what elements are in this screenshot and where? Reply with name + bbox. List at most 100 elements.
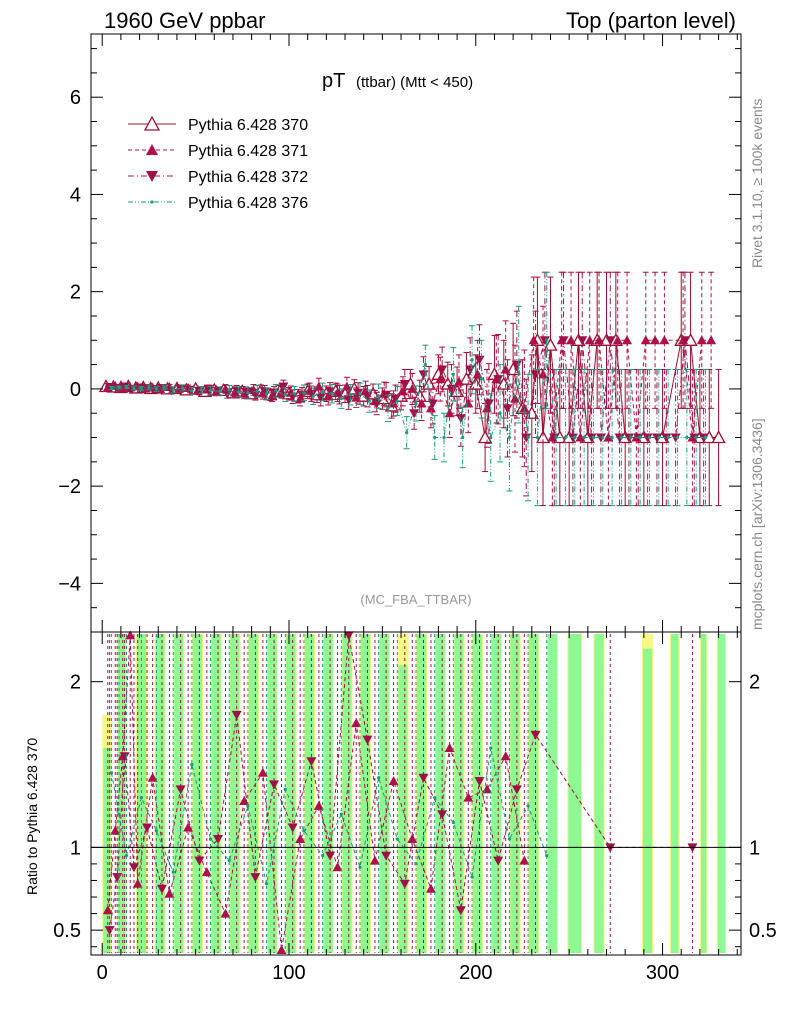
data-marker [489, 435, 493, 440]
ratio-y-tick-label: 2 [70, 672, 81, 694]
data-marker [104, 382, 115, 392]
data-marker [657, 435, 661, 440]
data-marker [507, 435, 511, 440]
data-marker [341, 381, 352, 391]
data-marker [203, 384, 214, 394]
x-tick-label: 200 [459, 962, 492, 984]
data-marker [313, 381, 324, 391]
data-marker [171, 870, 175, 874]
data-marker [706, 335, 717, 345]
header-right: Top (parton level) [566, 8, 736, 33]
data-marker [227, 858, 231, 863]
y-tick-label: 4 [70, 184, 81, 206]
ratio-series-0 [102, 630, 530, 955]
data-marker [511, 360, 522, 370]
data-marker [453, 376, 464, 386]
data-marker [414, 401, 418, 406]
data-marker [302, 829, 306, 833]
data-marker [171, 388, 175, 392]
data-marker [147, 772, 158, 782]
data-marker [124, 854, 129, 858]
uncertainty-band-inner [435, 634, 445, 953]
data-marker [269, 780, 280, 790]
data-marker [407, 834, 418, 844]
y-tick-label: 6 [70, 87, 81, 109]
data-marker [332, 862, 343, 872]
legend-entry: Pythia 6.428 372 [128, 169, 308, 186]
data-marker [283, 393, 287, 397]
ratio-series-line [107, 635, 525, 951]
data-marker [554, 435, 558, 440]
data-marker [325, 387, 336, 397]
ratio-series-line [111, 747, 548, 884]
data-marker [128, 863, 139, 873]
data-marker [102, 905, 113, 915]
data-marker [489, 746, 493, 750]
ratio-panel: 0 100 200 300 0.5 0.5 1 1 2 2 [53, 630, 777, 984]
data-marker [573, 435, 577, 440]
uncertainty-band-inner [192, 634, 203, 953]
data-marker [465, 365, 476, 375]
data-marker [276, 945, 287, 955]
data-marker [483, 399, 494, 409]
data-marker [390, 394, 401, 404]
data-marker [661, 433, 672, 443]
data-marker [535, 435, 540, 440]
data-marker [577, 336, 588, 346]
data-marker [444, 742, 455, 752]
data-marker [619, 435, 624, 440]
ratio-y-tick-label: 2 [749, 672, 760, 694]
data-marker [703, 435, 708, 440]
series-line [109, 340, 704, 439]
uncertainty-band-inner [248, 634, 259, 953]
data-marker [435, 374, 446, 384]
legend-label: Pythia 6.428 376 [188, 195, 308, 212]
data-marker [199, 388, 203, 392]
data-marker [399, 879, 410, 889]
data-marker [395, 837, 399, 841]
data-marker [566, 335, 577, 345]
data-marker [558, 336, 569, 346]
data-marker [425, 883, 436, 893]
uncertainty-band-inner [568, 634, 582, 953]
data-marker [506, 362, 521, 376]
y-tick-label: 2 [70, 282, 81, 304]
data-marker [278, 382, 289, 392]
data-marker [377, 394, 381, 398]
uncertainty-band-inner [286, 634, 296, 953]
data-marker [526, 804, 530, 808]
rivet-label: Rivet 3.1.10, ≥ 100k events [749, 98, 765, 268]
data-marker [112, 873, 123, 883]
uncertainty-band-inner [700, 634, 707, 953]
data-marker [343, 395, 354, 405]
data-marker [418, 773, 429, 783]
data-marker [180, 386, 185, 390]
legend-label: Pythia 6.428 372 [188, 169, 308, 186]
data-marker [511, 785, 522, 795]
data-marker [603, 432, 614, 442]
data-marker [139, 796, 144, 800]
data-marker [622, 335, 633, 345]
data-marker [666, 435, 670, 440]
data-marker [139, 386, 144, 391]
data-marker [395, 399, 399, 403]
ratio-ylabel: Ratio to Pythia 6.428 370 [24, 738, 40, 895]
data-marker [416, 398, 427, 408]
ratio-y-tick-label: 0.5 [53, 920, 81, 942]
data-marker [142, 823, 153, 833]
data-marker [154, 387, 158, 391]
data-marker [642, 433, 653, 443]
main-panel: −4 −2 0 2 4 6 [58, 33, 742, 633]
x-tick-label: 0 [97, 962, 108, 984]
uncertainty-band-inner [230, 634, 240, 953]
uncertainty-band-inner [323, 634, 333, 953]
data-marker [582, 435, 586, 440]
data-marker [164, 888, 175, 898]
data-marker [461, 435, 465, 440]
data-marker [651, 433, 662, 443]
uncertainty-band-inner [174, 634, 184, 953]
data-marker [442, 435, 446, 440]
data-marker [696, 335, 707, 345]
data-marker [526, 435, 530, 440]
